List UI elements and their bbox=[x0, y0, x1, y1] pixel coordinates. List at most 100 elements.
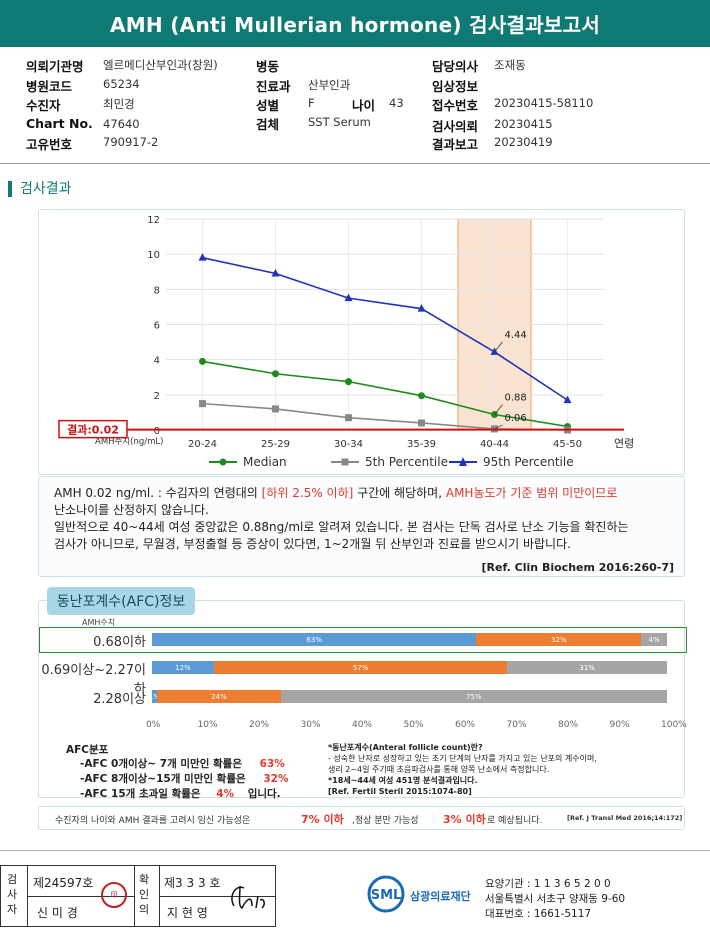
data-point bbox=[199, 357, 206, 365]
x-tick-label: 20-24 bbox=[188, 439, 217, 450]
description-line-3: 일반적으로 40~44세 여성 중앙값은 0.88ng/ml로 알려져 있습니다… bbox=[54, 520, 629, 534]
clinical-label: 임상정보 bbox=[432, 79, 479, 94]
description-line-1: AMH 0.02 ng/ml. : 수김자의 연령대의 [하위 2.5% 이하]… bbox=[54, 485, 617, 502]
chart-panel: 0 2 4 6 8 10 12 20-24 25-29 30-34 35-39 40-44 45-50 연… bbox=[38, 209, 685, 475]
y-tick-label: 6 bbox=[154, 321, 160, 332]
age-value: 43 bbox=[389, 96, 404, 110]
result-label: 결과:0.02 bbox=[67, 423, 119, 437]
patient-info: 의뢰기관명 엘르메디산부인과(창원) 병원코드 65234 수진자 최민경 Ch… bbox=[0, 50, 710, 164]
receipt-label: 접수번호 bbox=[432, 98, 479, 113]
x-tick-label: 40-44 bbox=[480, 439, 509, 450]
summary-b: 7% 이하 bbox=[301, 813, 344, 826]
data-point bbox=[272, 405, 279, 413]
y-axis-label: AMH수치(ng/mL) bbox=[95, 437, 163, 447]
legend-label: 95th Percentile bbox=[483, 455, 574, 469]
institution-label: 의뢰기관명 bbox=[26, 59, 84, 74]
data-label-leader bbox=[494, 424, 503, 430]
doctor-label: 담당의사 bbox=[432, 59, 479, 74]
report-label: 결과보고 bbox=[432, 137, 479, 152]
data-label: 0.06 bbox=[505, 413, 527, 424]
hospital-code-value: 65234 bbox=[103, 77, 140, 91]
data-label-leader bbox=[494, 404, 503, 415]
y-tick-label: 2 bbox=[154, 391, 160, 402]
confirm-name: 지 현 영 bbox=[167, 906, 208, 920]
data-point bbox=[272, 370, 279, 378]
data-label: 0.88 bbox=[505, 393, 527, 404]
data-label: 4.44 bbox=[505, 330, 527, 341]
report-value: 20230419 bbox=[494, 135, 553, 149]
afc-title: 동난포계수(AFC)정보 bbox=[47, 587, 195, 615]
desc-1d: AMH농도가 기준 범위 미만이므로 bbox=[445, 486, 618, 500]
amh-chart: 0 2 4 6 8 10 12 20-24 25-29 30-34 35-39 40-44 45-50 연… bbox=[58, 215, 634, 469]
sex-value: F bbox=[308, 96, 315, 110]
hospital-code-label: 병원코드 bbox=[26, 79, 73, 94]
summary-e: 로 예상됩니다. bbox=[487, 816, 543, 826]
series-line bbox=[202, 256, 568, 401]
org-phone: 대표번호 : 1661-5117 bbox=[485, 908, 592, 920]
afc-panel bbox=[38, 600, 685, 798]
result-box bbox=[58, 419, 128, 439]
desc-1b: [하위 2.5% 이하] bbox=[261, 486, 354, 500]
institution-value: 엘르메디산부인과(창원) bbox=[103, 58, 218, 72]
summary-panel: 수진자의 나이와 AMH 결과를 고려시 임신 가능성은 7% 이하 ,정상 분… bbox=[38, 806, 685, 830]
data-point bbox=[418, 419, 425, 427]
signature-box: 검사자 제24597호 신 미 경 印 확인의 제3 3 3 호 지 현 영 bbox=[0, 865, 276, 927]
data-point bbox=[199, 400, 206, 408]
chart-no-value: 47640 bbox=[103, 117, 140, 131]
legend-marker bbox=[341, 458, 349, 466]
chart-no-label: Chart No. bbox=[26, 116, 93, 131]
x-tick-label: 45-50 bbox=[553, 439, 582, 450]
legend-label: Median bbox=[243, 455, 287, 469]
examiner-name: 신 미 경 bbox=[37, 906, 78, 920]
legend-marker bbox=[459, 457, 467, 466]
x-tick-label: 35-39 bbox=[407, 439, 436, 450]
seal-stamp: 印 bbox=[101, 882, 127, 908]
org-code: 요양기관 : 1 1 3 6 5 2 0 0 bbox=[485, 878, 611, 890]
org-name: 삼광의료재단 bbox=[410, 890, 471, 903]
receipt-value: 20230415-58110 bbox=[494, 96, 594, 110]
doctor-value: 조재동 bbox=[494, 58, 526, 72]
desc-1c: 구간에 해당하며, bbox=[353, 486, 446, 500]
data-point bbox=[418, 392, 425, 400]
org-address: 서울특별시 서초구 양재동 9-60 bbox=[485, 893, 626, 905]
sex-label: 성별 bbox=[256, 98, 280, 113]
footer-divider bbox=[0, 850, 710, 851]
age-label: 나이 bbox=[352, 98, 376, 113]
data-point bbox=[563, 395, 572, 404]
x-axis-label: 연령 bbox=[614, 437, 634, 450]
x-tick-label: 30-34 bbox=[334, 439, 363, 450]
description-ref: [Ref. Clin Biochem 2016:260-7] bbox=[481, 561, 674, 574]
data-point bbox=[271, 269, 280, 277]
examiner-no: 제24597호 bbox=[33, 876, 94, 890]
summary-c: ,정상 분만 가능성 bbox=[352, 816, 419, 826]
data-point bbox=[344, 293, 353, 302]
svg-text:SML: SML bbox=[371, 888, 402, 903]
y-tick-label: 0 bbox=[154, 426, 160, 437]
confirm-label: 확인의 bbox=[139, 873, 150, 916]
y-tick-label: 4 bbox=[154, 356, 160, 367]
data-point bbox=[345, 378, 352, 386]
summary-d: 3% 이하 bbox=[443, 813, 486, 826]
unique-no-label: 고유번호 bbox=[26, 137, 73, 152]
summary-a: 수진자의 나이와 AMH 결과를 고려시 임신 가능성은 bbox=[55, 816, 251, 826]
data-point bbox=[417, 304, 426, 312]
request-value: 20230415 bbox=[494, 117, 553, 131]
specimen-label: 검체 bbox=[256, 117, 280, 132]
data-label-leader bbox=[494, 341, 503, 353]
y-tick-label: 8 bbox=[154, 285, 160, 296]
examiner-label: 검사자 bbox=[7, 873, 18, 916]
handwritten-signature bbox=[231, 885, 265, 910]
series-line bbox=[202, 360, 568, 428]
legend-marker bbox=[219, 458, 227, 466]
report-title: AMH (Anti Mullerian hormone) 검사결과보고서 bbox=[0, 0, 710, 47]
dept-label: 진료과 bbox=[256, 79, 291, 94]
y-tick-label: 12 bbox=[147, 215, 160, 226]
description-line-2: 난소나이를 산정하지 않습니다. bbox=[54, 503, 209, 517]
patient-label: 수진자 bbox=[26, 98, 61, 113]
section-title: 검사결과 bbox=[8, 181, 72, 197]
dept-value: 산부인과 bbox=[308, 78, 351, 92]
patient-value: 최민경 bbox=[103, 97, 135, 111]
ward-label: 병동 bbox=[256, 59, 280, 74]
sml-logo: SML bbox=[366, 874, 406, 914]
description-line-4: 검사가 아니므로, 무월경, 부정출혈 등 증상이 있다면, 1~2개월 뒤 산… bbox=[54, 537, 571, 551]
